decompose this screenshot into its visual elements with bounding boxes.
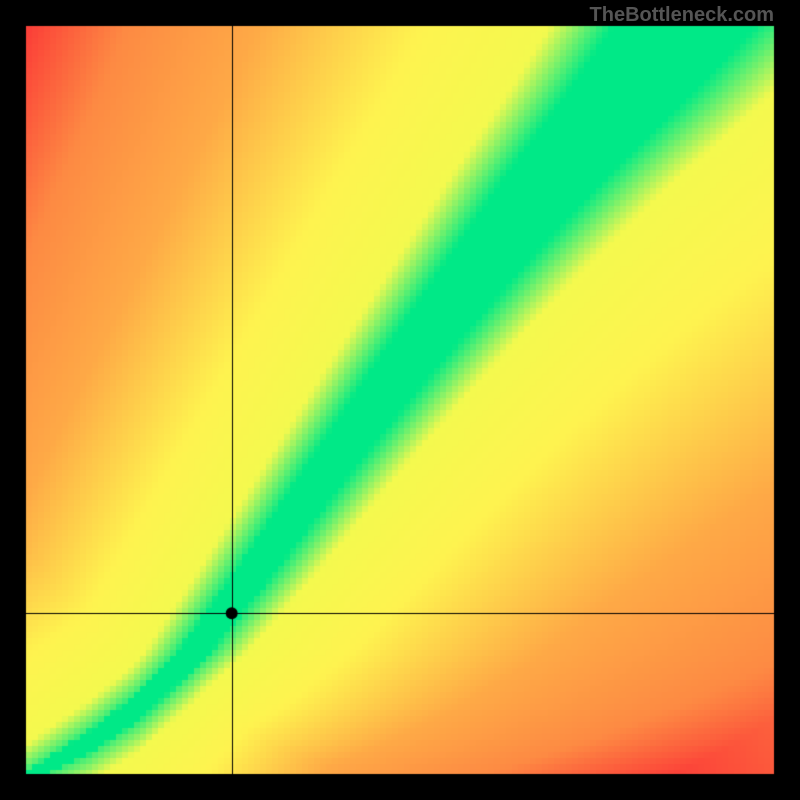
bottleneck-heatmap: [0, 0, 800, 800]
source-watermark: TheBottleneck.com: [590, 4, 774, 27]
